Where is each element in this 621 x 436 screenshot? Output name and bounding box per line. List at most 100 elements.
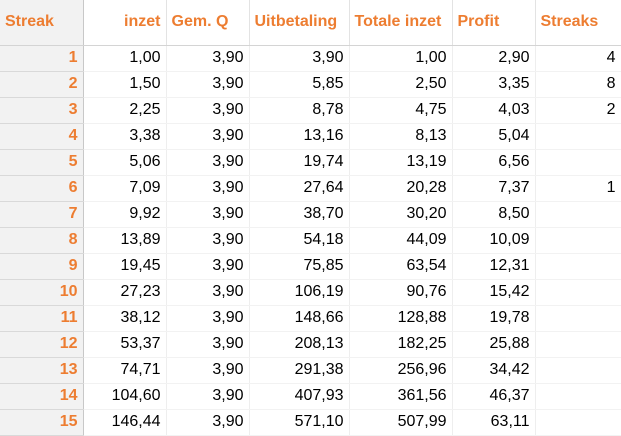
- cell-profit[interactable]: 3,35: [452, 71, 536, 98]
- cell-totale-inzet[interactable]: 8,13: [349, 123, 453, 150]
- cell-uitbetaling[interactable]: 13,16: [249, 123, 350, 150]
- cell-inzet[interactable]: 5,06: [83, 149, 167, 176]
- cell-profit[interactable]: 10,09: [452, 227, 536, 254]
- cell-gem-q[interactable]: 3,90: [166, 409, 250, 436]
- cell-gem-q[interactable]: 3,90: [166, 201, 250, 228]
- row-streak-number[interactable]: 8: [0, 227, 84, 254]
- cell-streaks[interactable]: [535, 149, 621, 176]
- cell-totale-inzet[interactable]: 182,25: [349, 331, 453, 358]
- cell-totale-inzet[interactable]: 90,76: [349, 279, 453, 306]
- cell-gem-q[interactable]: 3,90: [166, 97, 250, 124]
- cell-profit[interactable]: 12,31: [452, 253, 536, 280]
- header-streak[interactable]: Streak: [0, 0, 84, 46]
- cell-streaks[interactable]: [535, 409, 621, 436]
- cell-inzet[interactable]: 13,89: [83, 227, 167, 254]
- cell-streaks[interactable]: 4: [535, 45, 621, 72]
- cell-gem-q[interactable]: 3,90: [166, 253, 250, 280]
- cell-profit[interactable]: 34,42: [452, 357, 536, 384]
- cell-uitbetaling[interactable]: 38,70: [249, 201, 350, 228]
- cell-totale-inzet[interactable]: 128,88: [349, 305, 453, 332]
- cell-profit[interactable]: 46,37: [452, 383, 536, 410]
- cell-totale-inzet[interactable]: 13,19: [349, 149, 453, 176]
- cell-inzet[interactable]: 19,45: [83, 253, 167, 280]
- row-streak-number[interactable]: 11: [0, 305, 84, 332]
- cell-inzet[interactable]: 2,25: [83, 97, 167, 124]
- row-streak-number[interactable]: 7: [0, 201, 84, 228]
- cell-gem-q[interactable]: 3,90: [166, 45, 250, 72]
- cell-streaks[interactable]: [535, 201, 621, 228]
- header-profit[interactable]: Profit: [452, 0, 536, 46]
- cell-streaks[interactable]: [535, 279, 621, 306]
- cell-totale-inzet[interactable]: 1,00: [349, 45, 453, 72]
- row-streak-number[interactable]: 1: [0, 45, 84, 72]
- row-streak-number[interactable]: 2: [0, 71, 84, 98]
- cell-inzet[interactable]: 9,92: [83, 201, 167, 228]
- cell-uitbetaling[interactable]: 208,13: [249, 331, 350, 358]
- row-streak-number[interactable]: 13: [0, 357, 84, 384]
- cell-profit[interactable]: 63,11: [452, 409, 536, 436]
- cell-streaks[interactable]: 8: [535, 71, 621, 98]
- cell-uitbetaling[interactable]: 407,93: [249, 383, 350, 410]
- cell-profit[interactable]: 19,78: [452, 305, 536, 332]
- cell-streaks[interactable]: [535, 123, 621, 150]
- cell-inzet[interactable]: 74,71: [83, 357, 167, 384]
- cell-inzet[interactable]: 27,23: [83, 279, 167, 306]
- cell-totale-inzet[interactable]: 20,28: [349, 175, 453, 202]
- cell-profit[interactable]: 6,56: [452, 149, 536, 176]
- cell-gem-q[interactable]: 3,90: [166, 279, 250, 306]
- cell-totale-inzet[interactable]: 4,75: [349, 97, 453, 124]
- cell-inzet[interactable]: 3,38: [83, 123, 167, 150]
- cell-uitbetaling[interactable]: 3,90: [249, 45, 350, 72]
- cell-inzet[interactable]: 7,09: [83, 175, 167, 202]
- row-streak-number[interactable]: 4: [0, 123, 84, 150]
- cell-streaks[interactable]: [535, 253, 621, 280]
- header-inzet[interactable]: inzet: [83, 0, 167, 46]
- cell-uitbetaling[interactable]: 571,10: [249, 409, 350, 436]
- cell-profit[interactable]: 7,37: [452, 175, 536, 202]
- row-streak-number[interactable]: 6: [0, 175, 84, 202]
- cell-totale-inzet[interactable]: 507,99: [349, 409, 453, 436]
- cell-profit[interactable]: 5,04: [452, 123, 536, 150]
- cell-inzet[interactable]: 53,37: [83, 331, 167, 358]
- cell-totale-inzet[interactable]: 63,54: [349, 253, 453, 280]
- cell-inzet[interactable]: 1,50: [83, 71, 167, 98]
- header-totale-inzet[interactable]: Totale inzet: [349, 0, 453, 46]
- cell-inzet[interactable]: 146,44: [83, 409, 167, 436]
- cell-profit[interactable]: 25,88: [452, 331, 536, 358]
- cell-streaks[interactable]: [535, 383, 621, 410]
- row-streak-number[interactable]: 10: [0, 279, 84, 306]
- cell-uitbetaling[interactable]: 54,18: [249, 227, 350, 254]
- cell-profit[interactable]: 15,42: [452, 279, 536, 306]
- cell-streaks[interactable]: [535, 357, 621, 384]
- cell-uitbetaling[interactable]: 5,85: [249, 71, 350, 98]
- cell-gem-q[interactable]: 3,90: [166, 149, 250, 176]
- row-streak-number[interactable]: 5: [0, 149, 84, 176]
- cell-uitbetaling[interactable]: 8,78: [249, 97, 350, 124]
- row-streak-number[interactable]: 9: [0, 253, 84, 280]
- header-uitbetaling[interactable]: Uitbetaling: [249, 0, 350, 46]
- cell-streaks[interactable]: [535, 227, 621, 254]
- cell-gem-q[interactable]: 3,90: [166, 227, 250, 254]
- cell-gem-q[interactable]: 3,90: [166, 123, 250, 150]
- cell-gem-q[interactable]: 3,90: [166, 331, 250, 358]
- cell-streaks[interactable]: [535, 305, 621, 332]
- cell-gem-q[interactable]: 3,90: [166, 357, 250, 384]
- cell-totale-inzet[interactable]: 30,20: [349, 201, 453, 228]
- cell-uitbetaling[interactable]: 19,74: [249, 149, 350, 176]
- cell-uitbetaling[interactable]: 27,64: [249, 175, 350, 202]
- cell-inzet[interactable]: 1,00: [83, 45, 167, 72]
- cell-totale-inzet[interactable]: 2,50: [349, 71, 453, 98]
- row-streak-number[interactable]: 14: [0, 383, 84, 410]
- cell-gem-q[interactable]: 3,90: [166, 175, 250, 202]
- cell-gem-q[interactable]: 3,90: [166, 383, 250, 410]
- cell-streaks[interactable]: 2: [535, 97, 621, 124]
- cell-totale-inzet[interactable]: 256,96: [349, 357, 453, 384]
- header-streaks[interactable]: Streaks: [535, 0, 621, 46]
- cell-uitbetaling[interactable]: 75,85: [249, 253, 350, 280]
- cell-profit[interactable]: 2,90: [452, 45, 536, 72]
- cell-totale-inzet[interactable]: 361,56: [349, 383, 453, 410]
- cell-profit[interactable]: 8,50: [452, 201, 536, 228]
- row-streak-number[interactable]: 15: [0, 409, 84, 436]
- row-streak-number[interactable]: 3: [0, 97, 84, 124]
- cell-inzet[interactable]: 104,60: [83, 383, 167, 410]
